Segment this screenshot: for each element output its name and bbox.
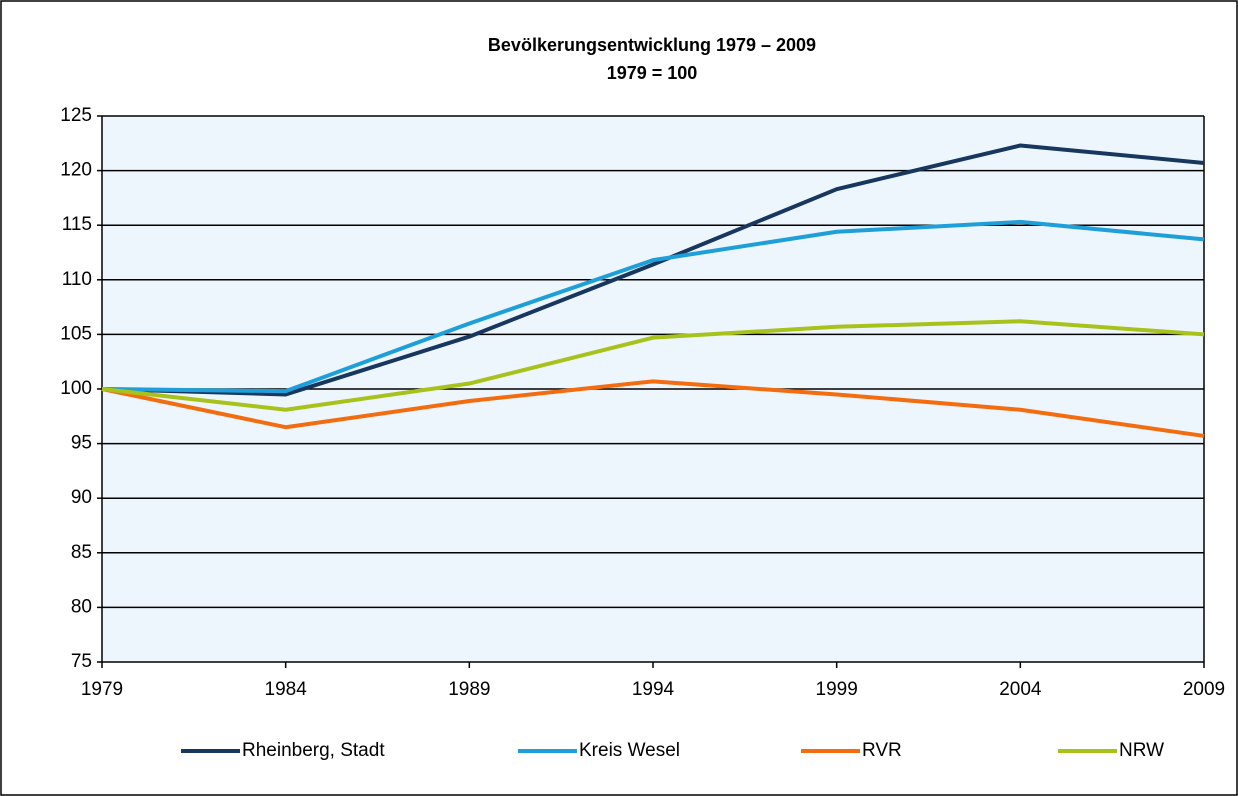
legend-label: Rheinberg, Stadt (242, 740, 385, 761)
x-tick-label: 1984 (265, 679, 308, 700)
y-tick-label: 95 (71, 433, 92, 454)
series-line (101, 219, 1205, 394)
y-tick-label: 110 (62, 269, 92, 290)
x-tick-label: 1999 (816, 679, 858, 700)
y-tick-label: 105 (60, 323, 92, 344)
x-tick-label: 1979 (81, 679, 123, 700)
legend-label: Kreis Wesel (579, 740, 680, 761)
series-line (101, 319, 1205, 412)
chart-subtitle: 1979 = 100 (607, 63, 698, 83)
x-tick-label: 1994 (632, 679, 675, 700)
x-tick-label: 2004 (999, 679, 1042, 700)
y-tick-label: 120 (60, 160, 92, 181)
y-tick-label: 115 (62, 214, 92, 235)
y-tick-label: 90 (71, 487, 92, 508)
x-tick-label: 1989 (448, 679, 490, 700)
legend-label: NRW (1119, 740, 1164, 761)
series-line (101, 379, 1205, 438)
legend-label: RVR (862, 740, 902, 761)
chart-title: Bevölkerungsentwicklung 1979 – 2009 (488, 35, 816, 55)
y-tick-label: 100 (60, 378, 92, 399)
series-line (101, 143, 1205, 397)
y-tick-label: 85 (71, 542, 92, 563)
x-tick-label: 2009 (1183, 679, 1225, 700)
y-tick-label: 125 (60, 105, 92, 126)
y-tick-label: 75 (71, 651, 92, 672)
y-tick-label: 80 (71, 596, 92, 617)
